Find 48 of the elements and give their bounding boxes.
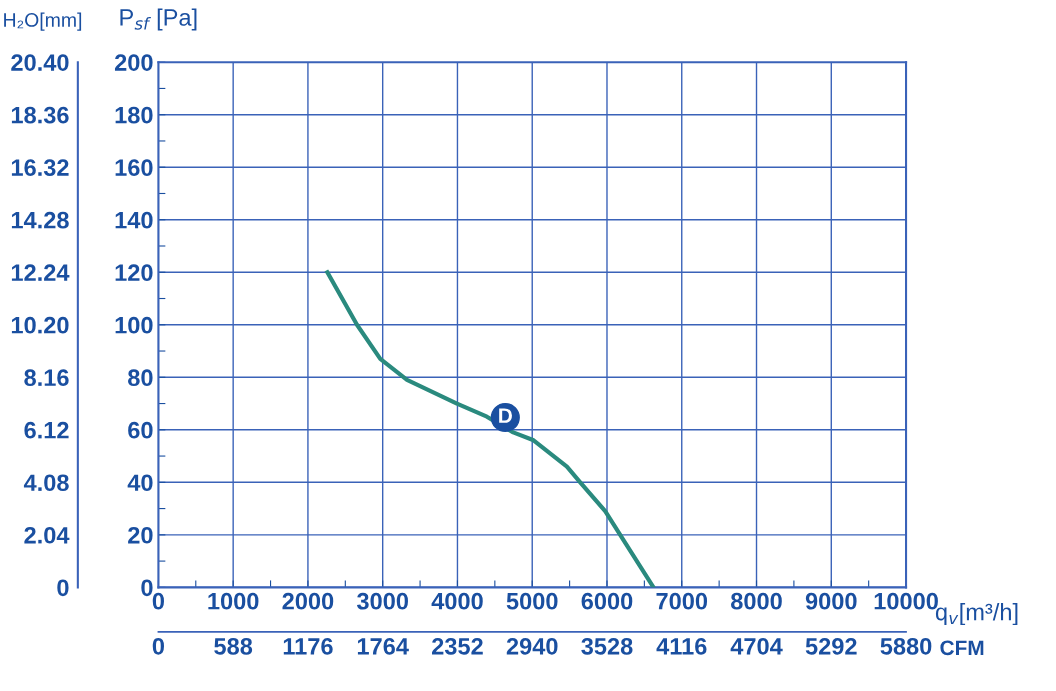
x-tick-label: 5000 [506, 592, 558, 610]
y-tick-label: 100 [115, 316, 153, 334]
annotation: D [499, 408, 512, 423]
x-tick-label: 9000 [805, 592, 857, 610]
x2-axis-title: CFM [940, 640, 984, 656]
x-tick-label: 7000 [656, 592, 708, 610]
y-tick-label: 160 [115, 159, 153, 177]
x2-tick-label: 4704 [730, 637, 783, 655]
y2-tick-label: 8.16 [24, 369, 69, 387]
y2-tick-label: 18.36 [11, 106, 69, 124]
x-tick-label: 2000 [282, 592, 334, 610]
y2-tick-label: 6.12 [24, 421, 69, 439]
x2-tick-label: 1176 [283, 637, 333, 655]
y2-axis-title: H₂O[mm] [4, 12, 82, 31]
y-tick-label: 40 [127, 474, 153, 492]
x2-tick-label: 588 [214, 637, 253, 655]
x-tick-label: 4000 [431, 592, 483, 610]
x2-tick-label: 5880 [880, 637, 932, 655]
x-tick-label: 0 [152, 592, 164, 610]
x2-tick-label: 0 [152, 637, 164, 655]
y-tick-label: 120 [115, 264, 153, 282]
y-tick-label: 0 [141, 579, 153, 597]
y2-tick-label: 16.32 [11, 159, 69, 177]
x2-tick-label: 4116 [656, 637, 707, 655]
y2-tick-label: 20.40 [11, 54, 69, 71]
y-tick-label: 200 [114, 54, 153, 71]
y2-tick-label: 10.20 [11, 316, 69, 334]
y2-tick-label: 4.08 [23, 474, 69, 492]
y-axis-title: P$_{sf}$ [Pa] [120, 8, 197, 31]
x-tick-label: 6000 [581, 592, 633, 610]
x2-tick-label: 1764 [357, 637, 409, 655]
y2-tick-label: 2.04 [24, 526, 70, 544]
x2-tick-label: 5292 [805, 637, 857, 655]
line-series [325, 270, 656, 588]
x2-tick-label: 2352 [432, 637, 483, 655]
y-tick-label: 20 [128, 526, 153, 544]
x-tick-label: 1000 [208, 592, 259, 610]
y-tick-label: 140 [115, 211, 153, 229]
y-tick-label: 60 [128, 421, 153, 439]
x2-tick-label: 3528 [581, 637, 633, 655]
y2-tick-label: 14.28 [11, 211, 69, 229]
y-tick-label: 180 [115, 106, 153, 124]
x-tick-label: 8000 [731, 592, 782, 610]
y2-tick-label: 0 [57, 579, 69, 597]
x-tick-label: 3000 [356, 592, 408, 610]
x2-tick-label: 2940 [506, 637, 558, 655]
y2-tick-label: 12.24 [11, 264, 70, 281]
y-tick-label: 80 [128, 369, 153, 387]
